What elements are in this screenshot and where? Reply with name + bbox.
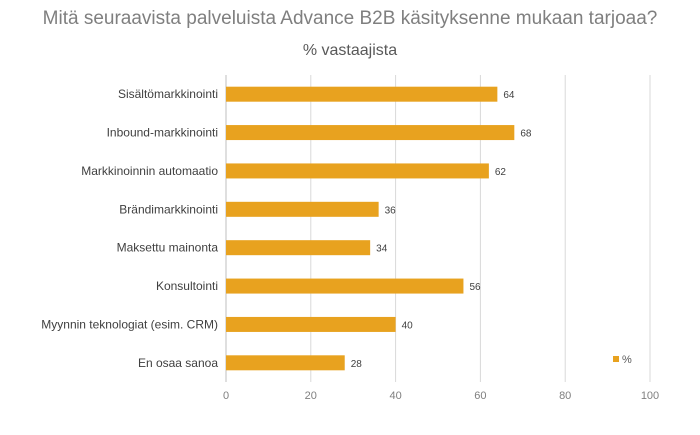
category-label: Markkinoinnin automaatio [81, 164, 218, 178]
data-label: 56 [469, 282, 481, 293]
data-label: 36 [385, 205, 397, 216]
bar [226, 86, 498, 102]
bar [226, 163, 489, 179]
data-label: 34 [376, 244, 388, 255]
x-tick-label: 100 [641, 390, 659, 402]
data-label: 64 [503, 90, 515, 101]
x-tick-label: 60 [474, 390, 486, 402]
data-label: 28 [351, 359, 363, 370]
bar [226, 201, 379, 217]
chart-subtitle: % vastaajista [302, 42, 398, 59]
bar [226, 316, 396, 332]
data-label: 62 [495, 167, 507, 178]
category-label: Konsultointi [156, 279, 218, 293]
legend-label: % [622, 354, 632, 366]
bar [226, 240, 371, 256]
category-label: Brändimarkkinointi [119, 202, 218, 216]
x-tick-label: 40 [389, 390, 401, 402]
x-tick-label: 80 [559, 390, 571, 402]
chart-title: Mitä seuraavista palveluista Advance B2B… [42, 8, 658, 29]
category-label: En osaa sanoa [138, 356, 218, 370]
x-tick-label: 0 [223, 390, 229, 402]
category-label: Myynnin teknologiat (esim. CRM) [41, 317, 218, 331]
bar [226, 355, 345, 371]
data-label: 68 [520, 129, 532, 140]
category-label: Sisältömarkkinointi [118, 87, 218, 101]
x-tick-label: 20 [305, 390, 317, 402]
category-label: Maksettu mainonta [117, 241, 219, 255]
data-label: 40 [402, 320, 414, 331]
legend-swatch [613, 356, 619, 362]
bar [226, 125, 515, 141]
bar [226, 278, 464, 294]
category-label: Inbound-markkinointi [107, 126, 218, 140]
